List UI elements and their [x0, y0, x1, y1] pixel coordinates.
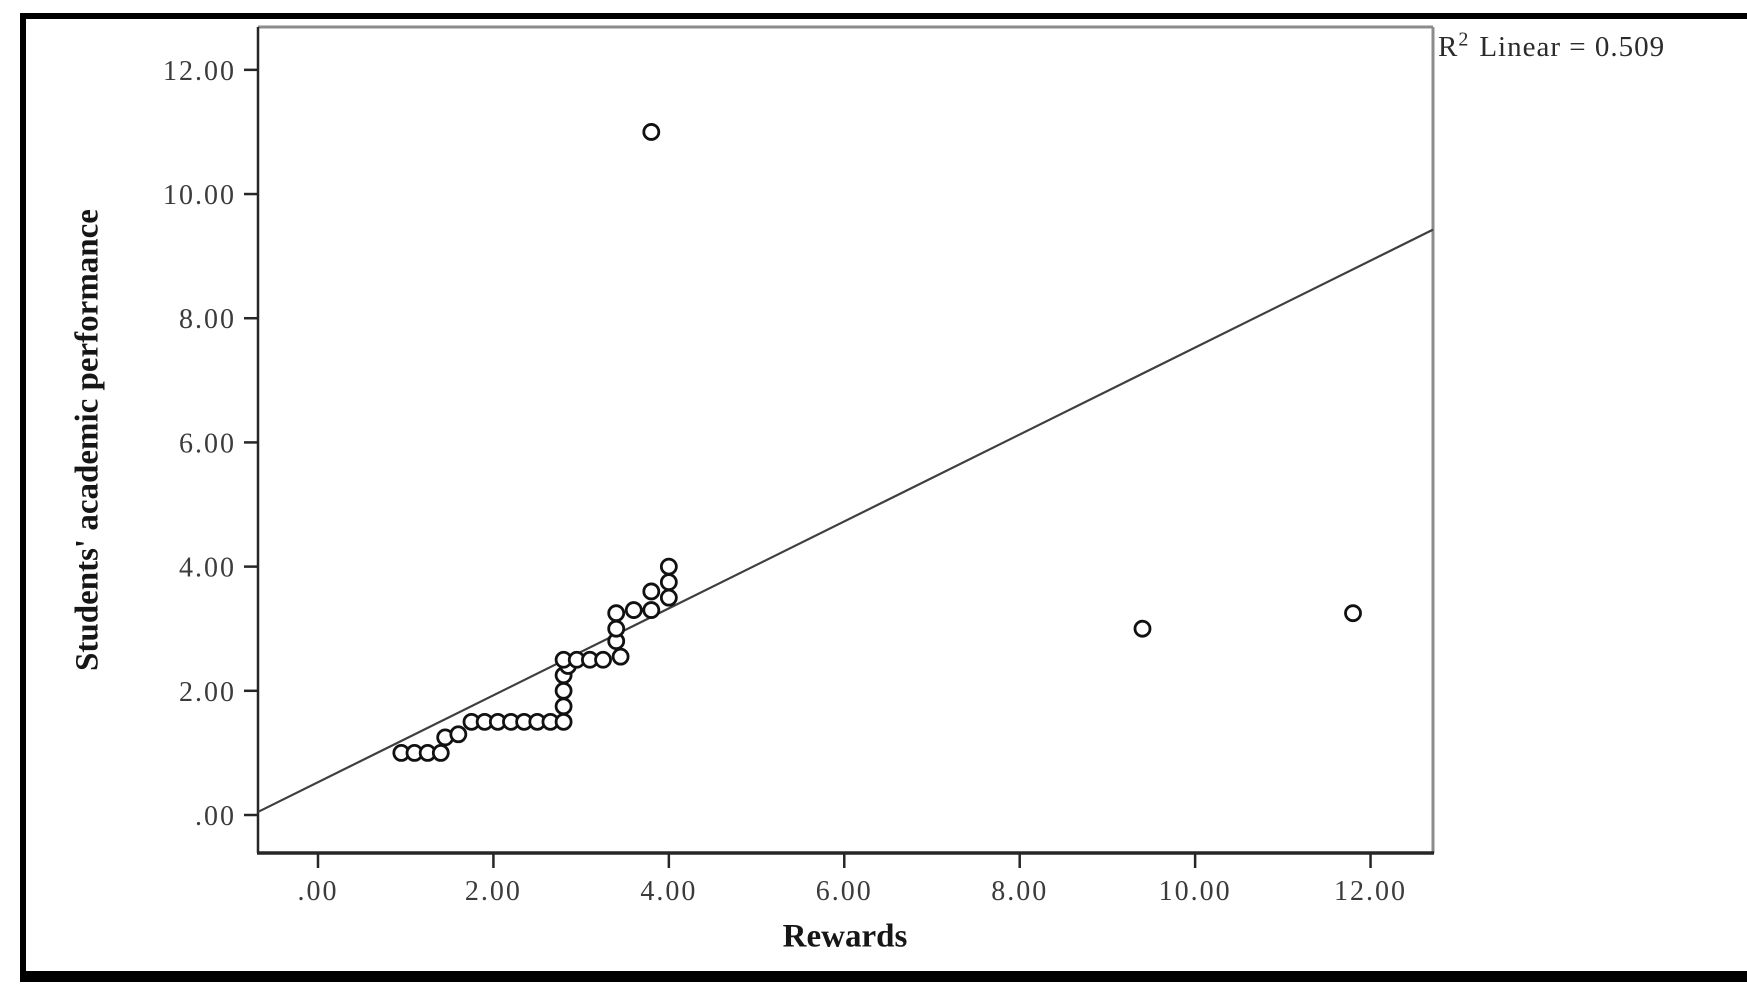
scatter-point: [449, 725, 468, 744]
y-tick-label: 12.00: [163, 56, 236, 87]
scatter-points: [392, 123, 1362, 762]
y-tick-label: 10.00: [163, 180, 236, 211]
scatter-point: [642, 582, 661, 601]
scatter-point: [554, 697, 573, 716]
x-tick-label: 10.00: [1159, 876, 1232, 907]
r-squared-symbol: R: [1438, 31, 1459, 63]
scatter-point: [611, 647, 630, 666]
x-axis-title: Rewards: [782, 918, 908, 955]
scatter-point: [624, 601, 643, 619]
x-tick-label: 6.00: [816, 876, 873, 907]
scatter-point: [594, 650, 612, 669]
scatter-point: [642, 123, 661, 141]
r-squared-value-text: Linear = 0.509: [1479, 31, 1666, 63]
r-squared-exponent: 2: [1458, 28, 1470, 51]
y-tick-label: 4.00: [179, 553, 236, 584]
y-tick-label: 2.00: [179, 677, 236, 708]
scatter-point: [659, 573, 678, 592]
y-tick-label: 8.00: [179, 304, 236, 335]
axis-ticks: .00 2.00 4.00 6.00 8.00 10.00 12.00 .00 2.00 4.00…: [163, 56, 1407, 907]
scatter-point: [1133, 619, 1152, 638]
r-squared-annotation: R2 Linear = 0.509: [1438, 28, 1666, 64]
x-tick-label: 4.00: [640, 876, 697, 907]
y-axis-title: Students' academic performance: [69, 209, 106, 671]
scatter-point: [431, 744, 450, 762]
x-tick-label: .00: [297, 876, 338, 907]
fit-line-group: [257, 228, 1434, 813]
plot-borders: [256, 25, 1435, 855]
scatter-point: [607, 604, 626, 623]
y-tick-label: .00: [195, 801, 236, 832]
scatter-point: [607, 619, 626, 638]
scatter-point: [1344, 604, 1362, 623]
x-tick-label: 8.00: [991, 876, 1048, 907]
x-tick-label: 12.00: [1334, 876, 1407, 907]
scatter-point: [659, 588, 678, 607]
x-tick-label: 2.00: [465, 876, 522, 907]
scatter-point: [659, 557, 678, 576]
scatter-point: [554, 681, 573, 700]
fit-line: [257, 228, 1434, 813]
scatter-point: [554, 712, 573, 731]
y-tick-label: 6.00: [179, 428, 236, 459]
scatter-point: [642, 601, 661, 619]
